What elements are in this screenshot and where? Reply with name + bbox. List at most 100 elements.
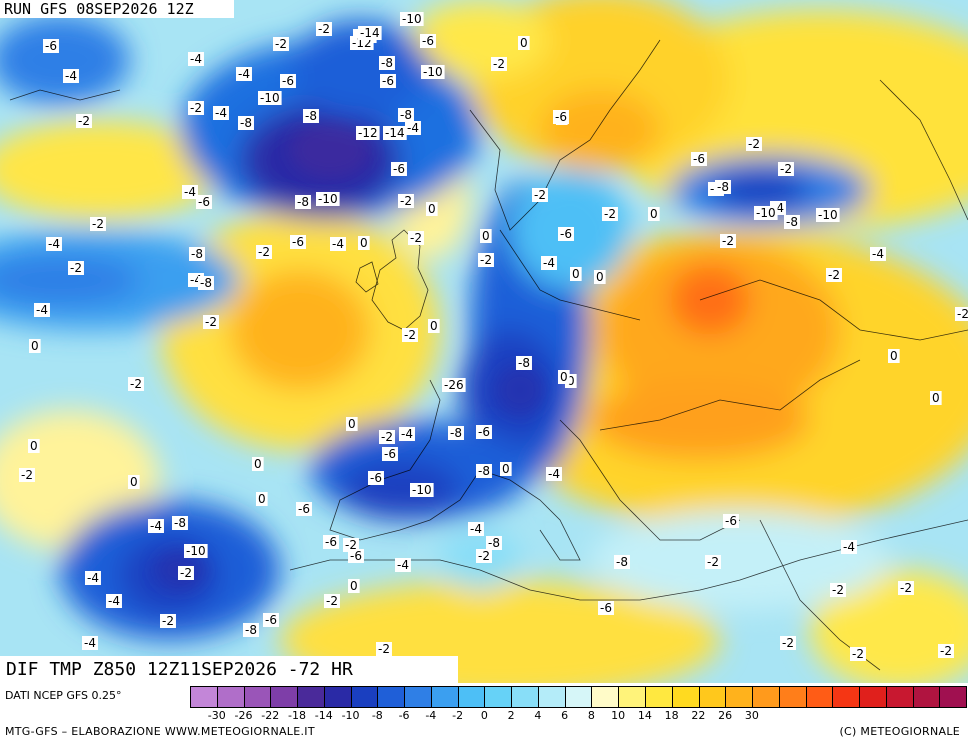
isotherm-label: -4 xyxy=(470,522,482,536)
isotherm-label: 0 xyxy=(520,36,528,50)
isotherm-label: 0 xyxy=(890,349,898,363)
isotherm-label-box xyxy=(614,555,630,569)
isotherm-label: 0 xyxy=(254,457,262,471)
isotherm-label-box xyxy=(398,108,414,122)
isotherm-label: -4 xyxy=(543,256,555,270)
isotherm-label: -4 xyxy=(843,540,855,554)
isotherm-label-box xyxy=(379,56,395,70)
isotherm-label-box xyxy=(295,195,311,209)
isotherm-label: -4 xyxy=(87,571,99,585)
color-scale-tick-label: 10 xyxy=(611,709,626,722)
isotherm-label: -8 xyxy=(305,109,317,123)
isotherm-label-box xyxy=(398,194,414,208)
isotherm-label-box xyxy=(715,180,731,194)
isotherm-label-box xyxy=(784,215,800,229)
color-scale-cell xyxy=(885,686,914,708)
isotherm-label: -6 xyxy=(560,227,572,241)
color-scale-cell xyxy=(377,686,406,708)
isotherm-label-box xyxy=(296,502,312,516)
isotherm-label: -2 xyxy=(480,253,492,267)
isotherm-label: 0 xyxy=(258,492,266,506)
isotherm-label: -2 xyxy=(410,231,422,245)
isotherm-label: -6 xyxy=(693,152,705,166)
isotherm-label-box xyxy=(383,126,407,140)
color-scale-cell xyxy=(404,686,432,708)
isotherm-label: -2 xyxy=(400,194,412,208)
isotherm-label: -8 xyxy=(616,555,628,569)
color-scale-tick-label: -2 xyxy=(452,709,464,722)
color-scale-tick-label: -26 xyxy=(234,709,253,722)
isotherm-label: -8 xyxy=(245,623,257,637)
isotherm-label-box xyxy=(826,268,842,282)
color-scale-cell xyxy=(645,686,673,708)
isotherm-label-box xyxy=(213,106,229,120)
isotherm-label: -8 xyxy=(240,116,252,130)
isotherm-label: -8 xyxy=(518,356,530,370)
isotherm-label-box xyxy=(830,583,846,597)
isotherm-label-box xyxy=(34,303,50,317)
isotherm-label: -10 xyxy=(318,192,338,206)
isotherm-label: -26 xyxy=(444,378,464,392)
isotherm-label-box xyxy=(930,391,942,405)
isotherm-label: -10 xyxy=(186,544,206,558)
color-scale-tick-label: -8 xyxy=(371,709,383,722)
color-scale-tick-label: 6 xyxy=(561,709,569,722)
color-scale-cell xyxy=(457,686,486,708)
isotherm-label: 0 xyxy=(650,207,658,221)
isotherm-label: 0 xyxy=(560,370,568,384)
color-scale-tick-label: 30 xyxy=(744,709,759,722)
isotherm-label: -4 xyxy=(84,636,96,650)
isotherm-label: -2 xyxy=(940,644,952,658)
isotherm-label-box xyxy=(691,152,707,166)
color-scale-cell xyxy=(484,686,513,708)
isotherm-label-box xyxy=(391,162,407,176)
isotherm-label-box xyxy=(565,374,577,388)
isotherm-label-box xyxy=(203,315,219,329)
isotherm-label: -2 xyxy=(345,538,357,552)
isotherm-label: -4 xyxy=(872,247,884,261)
color-scale-cell xyxy=(832,686,861,708)
isotherm-label: -2 xyxy=(832,583,844,597)
color-scale-tick-label: 22 xyxy=(691,709,706,722)
isotherm-label: -6 xyxy=(350,549,362,563)
isotherm-label-box xyxy=(106,594,122,608)
isotherm-label-box xyxy=(188,52,204,66)
isotherm-label: -2 xyxy=(707,555,719,569)
isotherm-label: -4 xyxy=(238,67,250,81)
isotherm-label-box xyxy=(188,101,204,115)
color-scale-cell xyxy=(190,686,218,708)
isotherm-label-box xyxy=(303,109,319,123)
isotherm-label-box xyxy=(172,516,188,530)
color-scale-tick-label: -10 xyxy=(341,709,360,722)
isotherm-label: -2 xyxy=(900,581,912,595)
isotherm-label-box xyxy=(330,237,346,251)
isotherm-label: -2 xyxy=(493,57,505,71)
isotherm-label-box xyxy=(558,227,574,241)
isotherm-label-box xyxy=(256,245,272,259)
isotherm-label-box xyxy=(178,566,194,580)
isotherm-label: -4 xyxy=(36,303,48,317)
isotherm-label: -10 xyxy=(818,208,838,222)
isotherm-label-box xyxy=(442,378,466,392)
isotherm-label: 0 xyxy=(30,439,38,453)
color-scale-labels: -30 -26 -22 -18 -14 -10 -8 -6 -4 -2 0 2 4 6 8 10 14 18 22 2… xyxy=(190,709,966,723)
isotherm-label: -8 xyxy=(174,516,186,530)
isotherm-label-box xyxy=(290,235,306,249)
isotherm-label: -6 xyxy=(325,535,337,549)
isotherm-label-box xyxy=(189,247,205,261)
data-source: DATI NCEP GFS 0.25° xyxy=(5,689,122,702)
isotherm-label-box xyxy=(28,439,40,453)
color-scale-cell xyxy=(725,686,754,708)
isotherm-label-box xyxy=(516,356,532,370)
isotherm-label-box xyxy=(448,426,464,440)
color-scale-cell xyxy=(350,686,379,708)
isotherm-label-box xyxy=(602,207,618,221)
isotherm-label-box xyxy=(316,192,340,206)
isotherm-label: -10 xyxy=(412,483,432,497)
isotherm-label-box xyxy=(316,22,332,36)
isotherm-label: -6 xyxy=(292,235,304,249)
isotherm-label: -4 xyxy=(407,121,419,135)
isotherm-label: -6 xyxy=(370,471,382,485)
isotherm-label-box xyxy=(888,349,900,363)
